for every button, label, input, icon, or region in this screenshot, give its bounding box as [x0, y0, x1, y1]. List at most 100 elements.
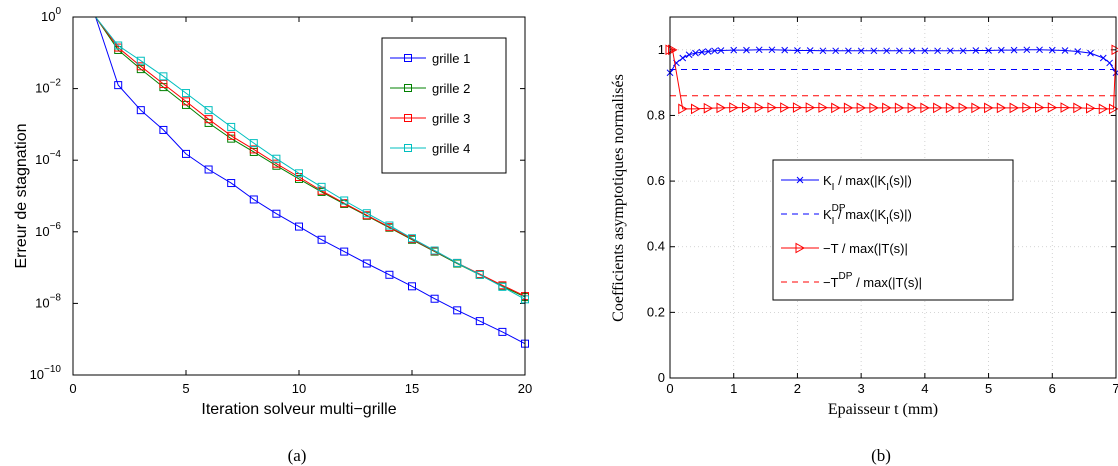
legend-label: −T / max(|T(s)|: [823, 241, 908, 256]
data-point: [843, 102, 854, 114]
data-point: [896, 47, 903, 55]
data-point: [362, 259, 371, 268]
data-point: [907, 102, 918, 114]
data-point: [741, 102, 752, 113]
chart-b-ytick-label: 0.6: [647, 173, 665, 188]
legend-marker: [404, 84, 412, 92]
data-point: [673, 59, 680, 67]
data-point: [182, 89, 190, 98]
data-point: [869, 102, 879, 114]
data-point: [1087, 49, 1094, 57]
legend-label: grille 3: [432, 111, 470, 126]
data-point: [182, 149, 190, 158]
chart-a-axes: 0 5 10 15 20 100 10−2 10−4 10−6 10−8 10−10: [30, 6, 533, 396]
chart-b-xlabel: Epaisseur t (mm): [828, 401, 938, 418]
data-point: [768, 46, 776, 54]
chart-b-xtick-label: 4: [921, 381, 928, 396]
legend-marker: [404, 144, 412, 152]
data-point: [272, 209, 281, 218]
data-point: [1099, 54, 1107, 62]
chart-b-ytick-label: 0.4: [647, 239, 665, 254]
data-point: [1108, 103, 1118, 115]
data-point: [1023, 46, 1031, 54]
data-point: [362, 209, 371, 218]
data-point: [204, 165, 213, 174]
chart-b-ytick-label: 0.2: [647, 304, 665, 319]
data-point: [317, 235, 326, 244]
chart-b-ylabel: Coefficients asymptotiques normalisés: [610, 74, 627, 322]
data-point: [1047, 102, 1058, 113]
chart-b-xtick-label: 0: [666, 381, 673, 396]
data-point: [1106, 59, 1113, 67]
data-point: [1086, 102, 1096, 114]
data-point: [453, 258, 462, 267]
data-point: [997, 46, 1005, 54]
data-point: [832, 47, 840, 55]
chart-a-frame: [72, 16, 526, 376]
data-point: [730, 46, 738, 54]
data-point: [679, 54, 687, 62]
data-point: [475, 270, 484, 279]
data-point: [780, 102, 790, 113]
data-point: [934, 47, 941, 55]
chart-a-xlabel: Iteration solveur multi−grille: [201, 401, 396, 418]
chart-b-xtick-label: 3: [858, 381, 865, 396]
data-point: [958, 102, 969, 114]
data-point: [845, 47, 852, 55]
chart-a-xtick-label: 10: [292, 381, 306, 396]
data-point: [114, 81, 123, 90]
data-point: [136, 62, 145, 71]
chart-a-xtick-label: 15: [405, 381, 419, 396]
data-point: [1009, 102, 1020, 114]
data-point: [272, 154, 281, 163]
data-point: [453, 306, 462, 315]
data-point: [882, 102, 892, 114]
legend-box: [381, 37, 507, 174]
chart-b-xtick-label: 6: [1049, 381, 1056, 396]
data-point: [985, 47, 992, 54]
data-point: [1074, 48, 1082, 55]
data-point: [317, 182, 326, 191]
data-point: [716, 102, 726, 114]
data-point: [729, 102, 739, 113]
chart-a-ytick-label: 100: [41, 6, 61, 24]
data-point: [883, 47, 890, 55]
legend-label: grille 2: [432, 81, 470, 96]
data-point: [498, 282, 507, 291]
data-point: [717, 47, 725, 54]
data-point: [385, 221, 394, 230]
chart-a-xtick-label: 5: [182, 381, 189, 396]
data-point: [1098, 103, 1109, 115]
data-point: [1061, 47, 1069, 54]
legend-box: [772, 159, 1014, 301]
chart-a-ytick-label: 10−4: [35, 149, 61, 167]
data-point: [430, 294, 439, 303]
data-point: [755, 46, 763, 54]
data-point: [794, 47, 801, 54]
data-point: [805, 102, 816, 113]
data-point: [227, 122, 236, 131]
data-point: [136, 106, 145, 115]
data-point: [182, 97, 190, 106]
data-point: [295, 169, 303, 178]
data-point: [945, 102, 956, 114]
legend-marker: [404, 54, 412, 62]
data-point: [908, 47, 916, 55]
data-point: [227, 131, 236, 140]
data-point: [792, 102, 803, 113]
legend-label: −TDP / max(|T(s)|: [823, 271, 922, 290]
chart-b-ytick-label: 1: [658, 42, 665, 57]
data-point: [959, 47, 967, 55]
data-point: [920, 102, 930, 114]
data-point: [796, 176, 804, 184]
chart-a-legend: grille 1 grille 2 grille 3 grille 4: [381, 37, 507, 174]
data-point: [685, 51, 693, 59]
data-point: [408, 234, 416, 243]
data-point: [818, 102, 828, 113]
chart-b-ytick-label: 0: [658, 370, 665, 385]
data-point: [249, 139, 258, 148]
chart-b-frame: [669, 16, 1117, 379]
data-point: [340, 196, 349, 205]
chart-a-caption: (a): [288, 446, 307, 465]
data-point: [856, 102, 867, 114]
